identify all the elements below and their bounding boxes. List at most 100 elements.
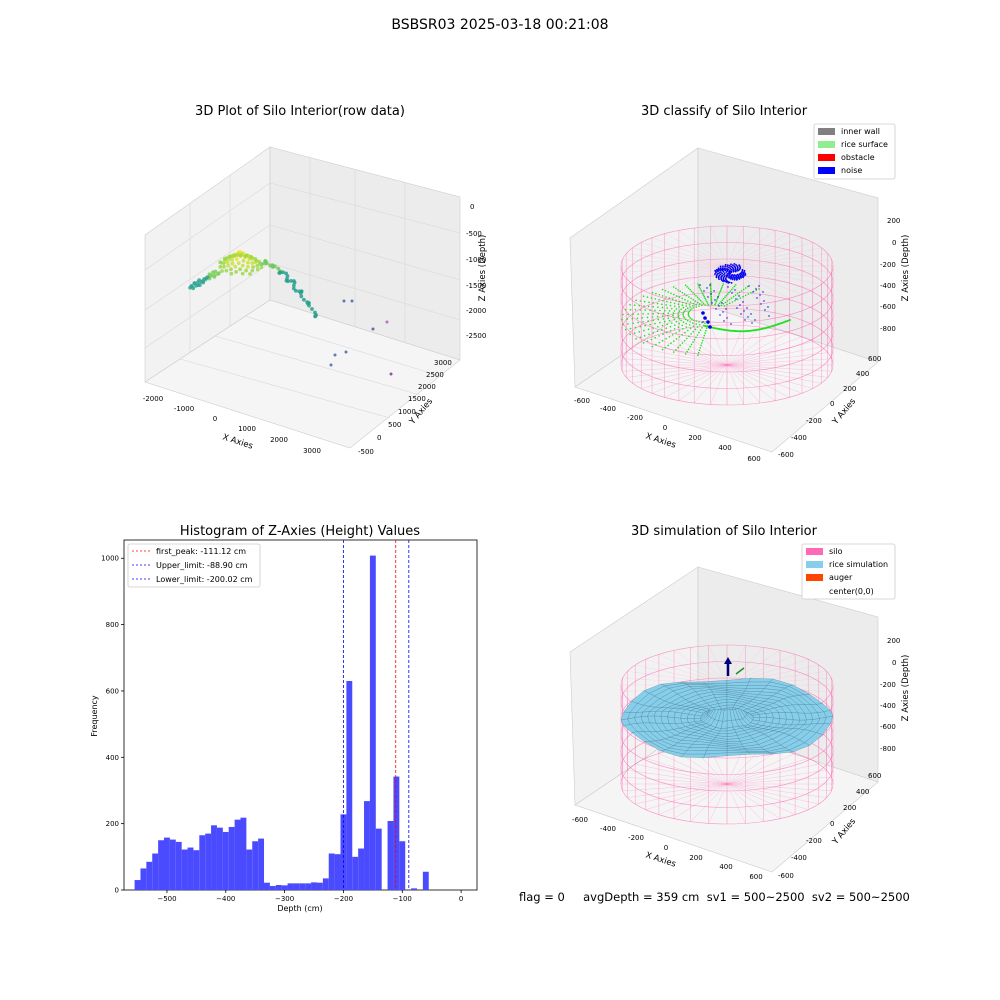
rice-surface-point xyxy=(718,302,721,305)
rice-surface-point xyxy=(671,298,674,301)
y-tick: 3000 xyxy=(434,359,452,367)
noise-point xyxy=(762,291,764,293)
rice-surface-point xyxy=(631,317,634,320)
noise-point xyxy=(744,272,747,275)
rice-surface-point xyxy=(647,328,650,331)
histogram-bar xyxy=(393,776,400,890)
noise-point xyxy=(723,320,725,322)
rice-surface-point xyxy=(707,303,710,306)
noise-point xyxy=(709,284,711,286)
rice-surface-point xyxy=(701,301,703,303)
legend-label-lower-limit: Lower_limit: -200.02 cm xyxy=(156,575,253,584)
rice-surface-point xyxy=(637,313,639,315)
z-tick: -800 xyxy=(880,325,896,333)
rice-surface-point xyxy=(739,297,742,299)
noise-point xyxy=(703,316,707,320)
floor-spoke xyxy=(726,352,828,366)
legend-swatch-silo xyxy=(806,548,823,555)
rice-surface-point xyxy=(650,297,653,299)
histogram-bar xyxy=(234,819,241,890)
rice-surface-point xyxy=(726,293,729,295)
rice-surface-point xyxy=(710,300,713,303)
noise-point xyxy=(717,267,720,270)
floor-spoke xyxy=(726,783,746,824)
rice-surface-point xyxy=(695,336,697,339)
noise-point xyxy=(732,269,734,272)
rice-surface-point xyxy=(648,333,650,336)
floor-spoke xyxy=(658,783,728,815)
roof-spoke xyxy=(658,654,728,686)
y-tick: -200 xyxy=(806,837,822,845)
rice-surface-point xyxy=(725,294,728,297)
data-point xyxy=(236,261,241,265)
rice-surface-point xyxy=(684,318,687,321)
raw-x-ticks: -2000 -1000 0 1000 2000 3000 xyxy=(143,395,321,455)
data-point xyxy=(385,320,389,324)
rice-surface-point xyxy=(700,289,702,292)
data-point xyxy=(251,265,255,269)
rice-surface-point xyxy=(622,323,624,326)
rice-surface-point xyxy=(720,287,723,290)
noise-point xyxy=(719,265,722,268)
rice-surface-point xyxy=(662,312,665,315)
z-tick: 0 xyxy=(892,659,896,667)
noise-point xyxy=(732,276,734,279)
rice-surface-point xyxy=(632,313,634,316)
histogram-bar xyxy=(275,885,282,890)
floor-spoke xyxy=(651,364,728,394)
floor-spoke xyxy=(694,364,728,404)
rice-surface-point xyxy=(652,306,654,308)
y-tick-label: 200 xyxy=(106,820,119,828)
floor-spoke xyxy=(726,364,813,389)
y-tick: 600 xyxy=(868,772,881,780)
rice-surface-point xyxy=(730,297,733,299)
rice-surface-point xyxy=(642,295,645,298)
noise-point xyxy=(726,267,728,270)
rice-surface-point xyxy=(643,335,646,337)
histogram-bar xyxy=(252,841,259,890)
rice-surface-point xyxy=(700,344,702,347)
rice-surface-point xyxy=(671,334,674,336)
data-point xyxy=(233,264,238,269)
legend-label-rice-simulation: rice simulation xyxy=(829,560,888,569)
data-point xyxy=(194,283,198,288)
rice-surface-point xyxy=(644,309,646,311)
rice-surface-point xyxy=(685,337,688,340)
rice-surface-point xyxy=(729,290,732,292)
data-point xyxy=(299,294,304,299)
rice-surface-point xyxy=(689,288,691,291)
data-point xyxy=(302,297,306,302)
noise-point xyxy=(747,316,749,318)
classify-z-ticks: 200 0 -200 -400 -600 -800 xyxy=(880,217,900,333)
rice-surface-point xyxy=(683,310,686,313)
histogram-bar xyxy=(228,826,235,890)
rice-surface-point xyxy=(687,313,690,315)
noise-point xyxy=(752,291,754,293)
floor-spoke xyxy=(664,364,728,398)
floor-spoke xyxy=(622,776,728,785)
histogram-bar xyxy=(334,854,341,890)
rice-surface-point xyxy=(648,301,650,304)
floor-spoke xyxy=(726,346,822,366)
noise-point xyxy=(738,278,741,280)
roof-spoke xyxy=(673,650,728,686)
noise-point xyxy=(721,302,723,304)
data-point xyxy=(342,299,346,303)
rice-surface-point xyxy=(673,293,675,296)
wall-ring xyxy=(620,242,834,323)
rice-surface-point xyxy=(674,305,676,308)
noise-point xyxy=(721,279,723,282)
rice-surface-point xyxy=(692,292,694,294)
z-tick: -600 xyxy=(880,723,896,731)
noise-point xyxy=(729,267,732,270)
roof-spoke xyxy=(726,247,822,267)
noise-point xyxy=(722,280,724,283)
noise-point xyxy=(756,297,758,299)
roof-spoke xyxy=(632,247,728,267)
rice-surface-point xyxy=(682,313,684,316)
y-tick-label: 800 xyxy=(106,621,119,629)
rice-surface-point xyxy=(678,336,681,338)
noise-point xyxy=(744,319,746,321)
rice-surface-point xyxy=(750,292,752,294)
